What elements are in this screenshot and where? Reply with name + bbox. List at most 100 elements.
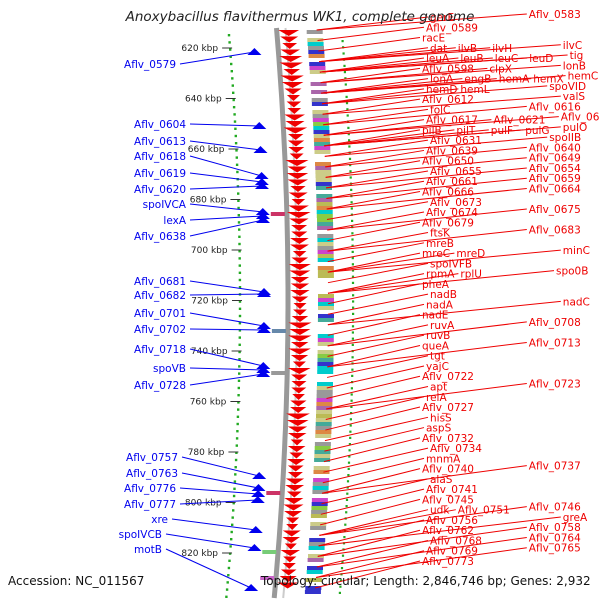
- right-label-connector: [319, 506, 527, 536]
- ruler-dot-outer: [351, 374, 354, 377]
- gene-label-aflv-0664: Aflv_0664: [529, 183, 581, 195]
- forward-gene-arrow: [290, 400, 307, 407]
- left-label-connector: [189, 185, 262, 190]
- ruler-dot-outer: [350, 387, 353, 390]
- ruler-dot: [237, 206, 240, 210]
- forward-gene-arrow: [288, 322, 312, 329]
- forward-gene-arrow: [286, 524, 299, 530]
- right-label-connector: [323, 105, 527, 126]
- gene-block: [313, 470, 330, 474]
- reverse-gene-arrow: [252, 472, 267, 479]
- ruler-dot-outer: [351, 232, 354, 235]
- gene-block: [314, 142, 331, 146]
- reverse-gene-arrow: [251, 484, 266, 491]
- gene-block: [315, 162, 331, 166]
- ruler-dot-outer: [352, 300, 355, 303]
- gene-block: [317, 358, 334, 362]
- right-label-connector: [324, 129, 421, 147]
- gene-block: [318, 306, 334, 310]
- forward-gene-arrow: [286, 413, 310, 420]
- forward-gene-arrow: [291, 257, 309, 264]
- gene-density-blocks: [304, 30, 334, 594]
- ruler-dot-outer: [348, 443, 351, 446]
- right-label-connector: [327, 334, 425, 357]
- right-label-connector: [327, 270, 555, 294]
- ruler-dot-outer: [346, 114, 349, 117]
- forward-gene-arrow: [290, 277, 310, 283]
- gene-label-grea: greA: [563, 512, 588, 524]
- gene-label-aflv-0777: Aflv_0777: [124, 499, 176, 511]
- forward-gene-arrow: [289, 452, 304, 459]
- gene-label-spoivcb: spoIVCB: [119, 529, 162, 541]
- right-label-connector: [326, 375, 421, 399]
- gene-block: [317, 362, 334, 366]
- right-label-connector: [327, 229, 527, 252]
- gene-block: [309, 538, 326, 542]
- ruler-dot: [229, 48, 232, 51]
- ruler-dot: [227, 34, 231, 37]
- ruler-dot: [237, 192, 240, 195]
- ruler-dot: [228, 552, 232, 555]
- gene-block: [314, 450, 331, 454]
- gene-label-aflv-0745: Aflv_0745: [422, 494, 474, 506]
- right-label-connector: [324, 427, 425, 452]
- reverse-gene-arrow: [244, 584, 259, 591]
- gene-label-minc: minC: [563, 245, 590, 257]
- reverse-gene-arrow: [256, 362, 271, 369]
- gene-label-pulf: pulF: [491, 125, 513, 137]
- gene-block: [311, 98, 328, 102]
- forward-gene-arrows: [277, 30, 312, 589]
- left-label-connector: [171, 518, 256, 531]
- forward-gene-arrow: [287, 108, 302, 114]
- ruler-dot-outer: [350, 207, 353, 210]
- ruler-dot: [233, 480, 237, 483]
- right-label-connector: [325, 396, 425, 421]
- forward-gene-arrow: [290, 355, 309, 361]
- reverse-gene-arrow: [256, 326, 271, 333]
- ruler-dot: [233, 120, 237, 123]
- gene-block: [315, 422, 332, 426]
- ruler-dot-outer: [346, 108, 349, 111]
- right-label-connector: [327, 249, 561, 273]
- forward-gene-arrow: [286, 517, 300, 524]
- gene-block: [317, 246, 334, 250]
- gene-label-aflv-0654: Aflv_0654: [529, 163, 581, 175]
- forward-gene-arrow: [291, 199, 306, 205]
- gene-block: [315, 426, 332, 430]
- gene-label-rela: relA: [426, 392, 447, 404]
- ruler-label: 640 kbp: [185, 95, 222, 105]
- left-label-connector: [189, 219, 264, 237]
- ruler-dot-outer: [348, 157, 352, 160]
- gene-block: [316, 390, 333, 394]
- gene-label-aflv-0722: Aflv_0722: [422, 371, 474, 383]
- ruler-dot: [229, 55, 232, 58]
- gene-label-aflv-0757: Aflv_0757: [126, 452, 178, 464]
- gene-label-aflv-0589: Aflv_0589: [426, 22, 478, 34]
- ruler-dot: [237, 214, 240, 217]
- ruler-dot: [225, 595, 228, 598]
- gene-block: [311, 510, 328, 514]
- gene-block: [307, 558, 324, 562]
- ruler-dot-outer: [350, 399, 353, 402]
- ruler-dot: [236, 422, 239, 426]
- gene-block: [317, 274, 334, 278]
- gene-block: [314, 458, 331, 462]
- ruler-dot: [238, 329, 242, 332]
- gene-block: [315, 434, 332, 438]
- gene-label-aflv-0659: Aflv_0659: [529, 173, 581, 185]
- ruler-dot: [235, 444, 238, 447]
- ruler-dot-outer: [346, 480, 350, 483]
- forward-gene-arrow: [288, 134, 304, 140]
- gene-label-pilb: pilB: [422, 125, 442, 137]
- ruler-dot: [232, 502, 235, 505]
- gene-block: [315, 174, 332, 178]
- forward-gene-arrow: [289, 270, 311, 277]
- ruler-dot: [230, 62, 233, 66]
- gene-label-mreb: mreB: [426, 238, 454, 250]
- gene-label-aflv-0713: Aflv_0713: [529, 337, 581, 349]
- gene-block: [316, 214, 333, 218]
- left-label-connector: [165, 533, 255, 549]
- right-label-connector: [327, 252, 421, 273]
- gene-block: [308, 546, 325, 550]
- right-label-connector: [316, 16, 429, 31]
